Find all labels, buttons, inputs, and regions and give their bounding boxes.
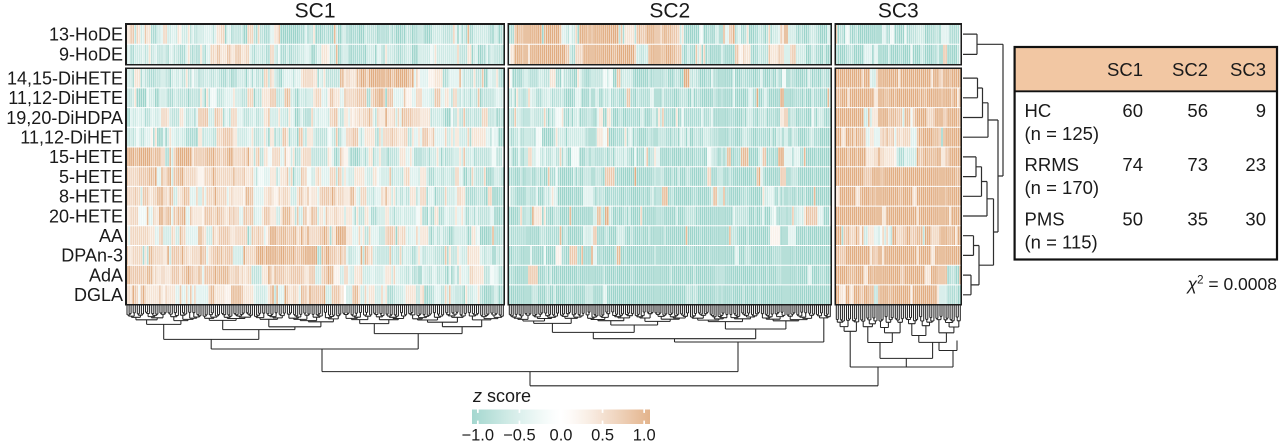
svg-text:19,20-DiHDPA: 19,20-DiHDPA <box>6 108 123 128</box>
svg-text:RRMS: RRMS <box>1025 154 1079 175</box>
svg-text:χ2 = 0.0008: χ2 = 0.0008 <box>1186 274 1277 294</box>
svg-text:DPAn-3: DPAn-3 <box>61 246 123 266</box>
svg-text:50: 50 <box>1122 208 1143 229</box>
svg-text:SC1: SC1 <box>1107 59 1143 80</box>
svg-text:23: 23 <box>1245 154 1266 175</box>
svg-text:DGLA: DGLA <box>74 285 123 305</box>
svg-text:(n = 115): (n = 115) <box>1025 232 1098 253</box>
svg-text:9: 9 <box>1256 100 1266 121</box>
svg-text:SC2: SC2 <box>1172 59 1208 80</box>
svg-text:14,15-DiHETE: 14,15-DiHETE <box>7 68 123 88</box>
svg-text:SC2: SC2 <box>649 0 690 23</box>
svg-text:SC3: SC3 <box>878 0 919 23</box>
svg-text:8-HETE: 8-HETE <box>59 187 123 207</box>
svg-text:35: 35 <box>1187 208 1208 229</box>
svg-text:0.5: 0.5 <box>591 427 614 444</box>
svg-text:SC1: SC1 <box>295 0 336 23</box>
svg-text:56: 56 <box>1187 100 1208 121</box>
svg-text:20-HETE: 20-HETE <box>49 206 123 226</box>
svg-text:AdA: AdA <box>89 265 123 285</box>
svg-text:z score: z score <box>472 386 531 406</box>
svg-text:73: 73 <box>1187 154 1208 175</box>
svg-text:−1.0: −1.0 <box>462 427 495 444</box>
svg-text:9-HoDE: 9-HoDE <box>59 45 123 65</box>
svg-text:74: 74 <box>1122 154 1143 175</box>
svg-text:0.0: 0.0 <box>550 427 573 444</box>
svg-text:PMS: PMS <box>1025 208 1065 229</box>
svg-text:SC3: SC3 <box>1230 59 1266 80</box>
svg-text:AA: AA <box>99 226 123 246</box>
svg-text:(n = 125): (n = 125) <box>1025 123 1100 144</box>
svg-text:HC: HC <box>1025 100 1052 121</box>
svg-text:11,12-DiHET: 11,12-DiHET <box>20 128 123 148</box>
svg-text:15-HETE: 15-HETE <box>49 147 123 167</box>
svg-text:(n = 170): (n = 170) <box>1025 177 1100 198</box>
svg-text:1.0: 1.0 <box>633 427 656 444</box>
svg-text:5-HETE: 5-HETE <box>59 167 123 187</box>
svg-text:13-HoDE: 13-HoDE <box>49 24 123 44</box>
svg-text:60: 60 <box>1122 100 1143 121</box>
svg-text:−0.5: −0.5 <box>503 427 536 444</box>
svg-text:11,12-DiHETE: 11,12-DiHETE <box>8 88 123 108</box>
svg-text:30: 30 <box>1245 208 1266 229</box>
